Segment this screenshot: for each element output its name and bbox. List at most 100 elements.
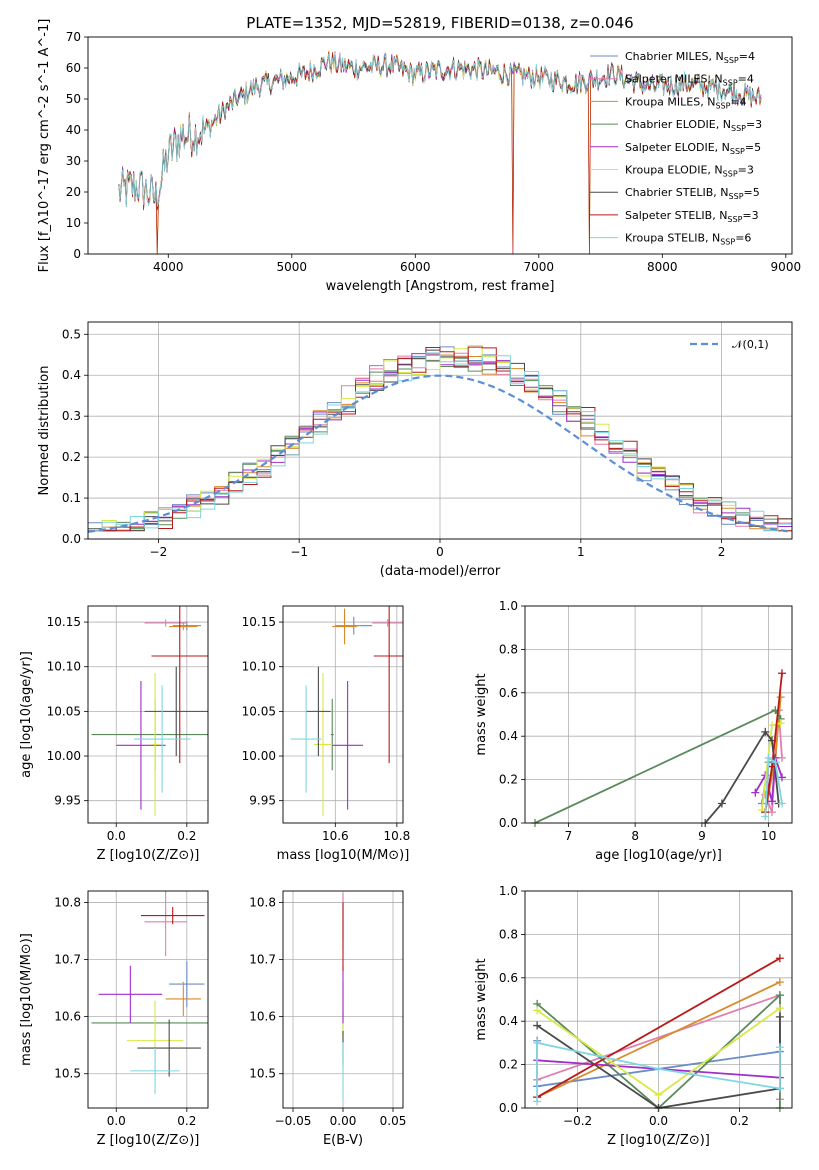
legend-entry: Chabrier ELODIE, NSSP=3 (625, 118, 762, 133)
y-tick-label: 0.0 (499, 1101, 518, 1115)
y-axis-label: mass weight (474, 673, 489, 755)
legend-subscript: SSP (723, 79, 738, 88)
y-tick-label: 70 (66, 30, 81, 44)
legend-entry: Kroupa ELODIE, NSSP=3 (625, 164, 754, 179)
histogram-steps-6 (88, 345, 792, 539)
x-tick-label: 9 (698, 829, 706, 843)
y-tick-label: 30 (66, 154, 81, 168)
y-axis-label: age [log10(age/yr)] (19, 651, 34, 778)
x-tick-label: 7000 (524, 260, 555, 274)
x-tick-label: 0 (436, 545, 444, 559)
weight-marker (775, 1012, 784, 1021)
legend-subscript: SSP (731, 124, 746, 133)
y-tick-label: 10.10 (242, 660, 276, 674)
weight-marker (533, 1038, 542, 1047)
x-tick-label: 10.8 (383, 829, 410, 843)
plot-frame (87, 36, 793, 255)
y-tick-label: 50 (66, 92, 81, 106)
x-tick-label: 9000 (771, 260, 802, 274)
weight-marker (777, 773, 786, 782)
y-tick-label: 9.95 (249, 794, 276, 808)
weight-marker (533, 1021, 542, 1030)
weight-marker (775, 1084, 784, 1093)
x-tick-label: 0.2 (177, 829, 196, 843)
plot-frame (87, 321, 793, 540)
histogram-steps-9 (88, 352, 792, 539)
y-tick-label: 0 (73, 247, 81, 261)
y-axis-label: Flux [f_λ10^-17 erg cm^-2 s^-1 A^-1] (37, 19, 52, 273)
y-tick-label: 1.0 (499, 884, 518, 898)
weight-marker (776, 693, 785, 702)
weight-marker (771, 758, 780, 767)
y-tick-label: 10.05 (47, 704, 81, 718)
weight-series-8 (536, 957, 781, 1098)
y-tick-label: 10.8 (249, 895, 276, 909)
legend-subscript: SSP (723, 170, 738, 179)
x-tick-label: −0.2 (563, 1114, 592, 1128)
x-tick-label: 0.0 (107, 1114, 126, 1128)
x-tick-label: 10.6 (322, 829, 349, 843)
normal-reference-curve (87, 374, 793, 533)
x-tick-label: 0.0 (107, 829, 126, 843)
spectrum-line-9 (118, 53, 762, 207)
y-tick-label: 0.8 (499, 927, 518, 941)
plot-frame (524, 890, 793, 1109)
y-tick-label: 10.5 (249, 1067, 276, 1081)
weight-series-9 (764, 756, 783, 817)
x-tick-label: 8 (631, 829, 639, 843)
y-tick-label: 0.6 (499, 971, 518, 985)
legend-value: =4 (730, 95, 746, 108)
y-tick-label: 0.3 (62, 409, 81, 423)
y-tick-label: 0.2 (62, 450, 81, 464)
y-tick-label: 10.5 (54, 1067, 81, 1081)
y-tick-label: 10 (66, 216, 81, 230)
plot-frame (282, 890, 404, 1109)
x-tick-label: 4000 (153, 260, 184, 274)
legend-value: =4 (739, 50, 755, 63)
mass-weight-vs-metallicity-panel: −0.2 0.0 0.2 0.0 0.2 0.4 0.6 0.8 1.0 Z [log10(Z/Z… (474, 884, 793, 1148)
x-tick-label: −2 (150, 545, 168, 559)
weight-marker (777, 669, 786, 678)
x-axis-label: E(B-V) (323, 1133, 363, 1148)
mass-vs-metallicity-panel: 0.0 0.2 10.5 10.6 10.7 10.8 Z [log10(Z/Z⊙)] mas… (19, 890, 209, 1148)
x-tick-label: 0.05 (380, 1114, 407, 1128)
x-axis-label: Z [log10(Z/Z⊙)] (97, 848, 200, 863)
y-tick-label: 10.05 (242, 704, 276, 718)
y-tick-label: 60 (66, 61, 81, 75)
x-axis-label: wavelength [Angstrom, rest frame] (326, 279, 555, 294)
y-tick-label: 0.1 (62, 491, 81, 505)
legend-value: =3 (746, 118, 762, 131)
legend-entry: Kroupa MILES, NSSP=4 (625, 95, 747, 110)
y-tick-label: 10.6 (249, 1010, 276, 1024)
weight-marker (751, 788, 760, 797)
x-tick-label: 7 (565, 829, 573, 843)
y-tick-label: 0.4 (499, 1014, 518, 1028)
mass-weight-vs-age-panel: 7 8 9 10 0.0 0.2 0.4 0.6 0.8 1.0 age [log10(age/yr… (474, 599, 793, 863)
y-tick-label: 10.10 (47, 660, 81, 674)
weight-marker (533, 1006, 542, 1015)
weight-series-3 (536, 981, 781, 1099)
x-axis-label: (data-model)/error (380, 564, 501, 579)
y-tick-label: 0.4 (62, 368, 81, 382)
x-tick-label: 0.00 (330, 1114, 357, 1128)
weight-marker (764, 753, 773, 762)
weight-marker (776, 719, 785, 728)
figure-title: PLATE=1352, MJD=52819, FIBERID=0138, z=0… (246, 14, 633, 32)
x-axis-label: age [log10(age/yr)] (595, 848, 722, 863)
x-tick-label: 6000 (400, 260, 431, 274)
x-tick-label: −0.05 (275, 1114, 312, 1128)
plot-frame (524, 605, 793, 824)
age-vs-metallicity-panel: 0.0 0.2 9.95 10.00 10.05 10.10 10.15 Z [log10(Z… (19, 605, 209, 863)
y-tick-label: 1.0 (499, 599, 518, 613)
x-tick-label: 1 (577, 545, 585, 559)
y-tick-label: 0.0 (499, 816, 518, 830)
legend-subscript: SSP (724, 56, 739, 65)
x-tick-label: 5000 (277, 260, 308, 274)
x-tick-label: −1 (290, 545, 308, 559)
legend-subscript: SSP (729, 192, 744, 201)
weight-marker (533, 1097, 542, 1106)
legend-entry: Salpeter STELIB, NSSP=3 (625, 209, 759, 224)
spectrum-panel: 4000 5000 6000 7000 8000 9000 0 10 20 30 40 50 60 70 w… (37, 19, 801, 294)
y-tick-label: 0.4 (499, 729, 518, 743)
y-tick-label: 10.6 (54, 1010, 81, 1024)
